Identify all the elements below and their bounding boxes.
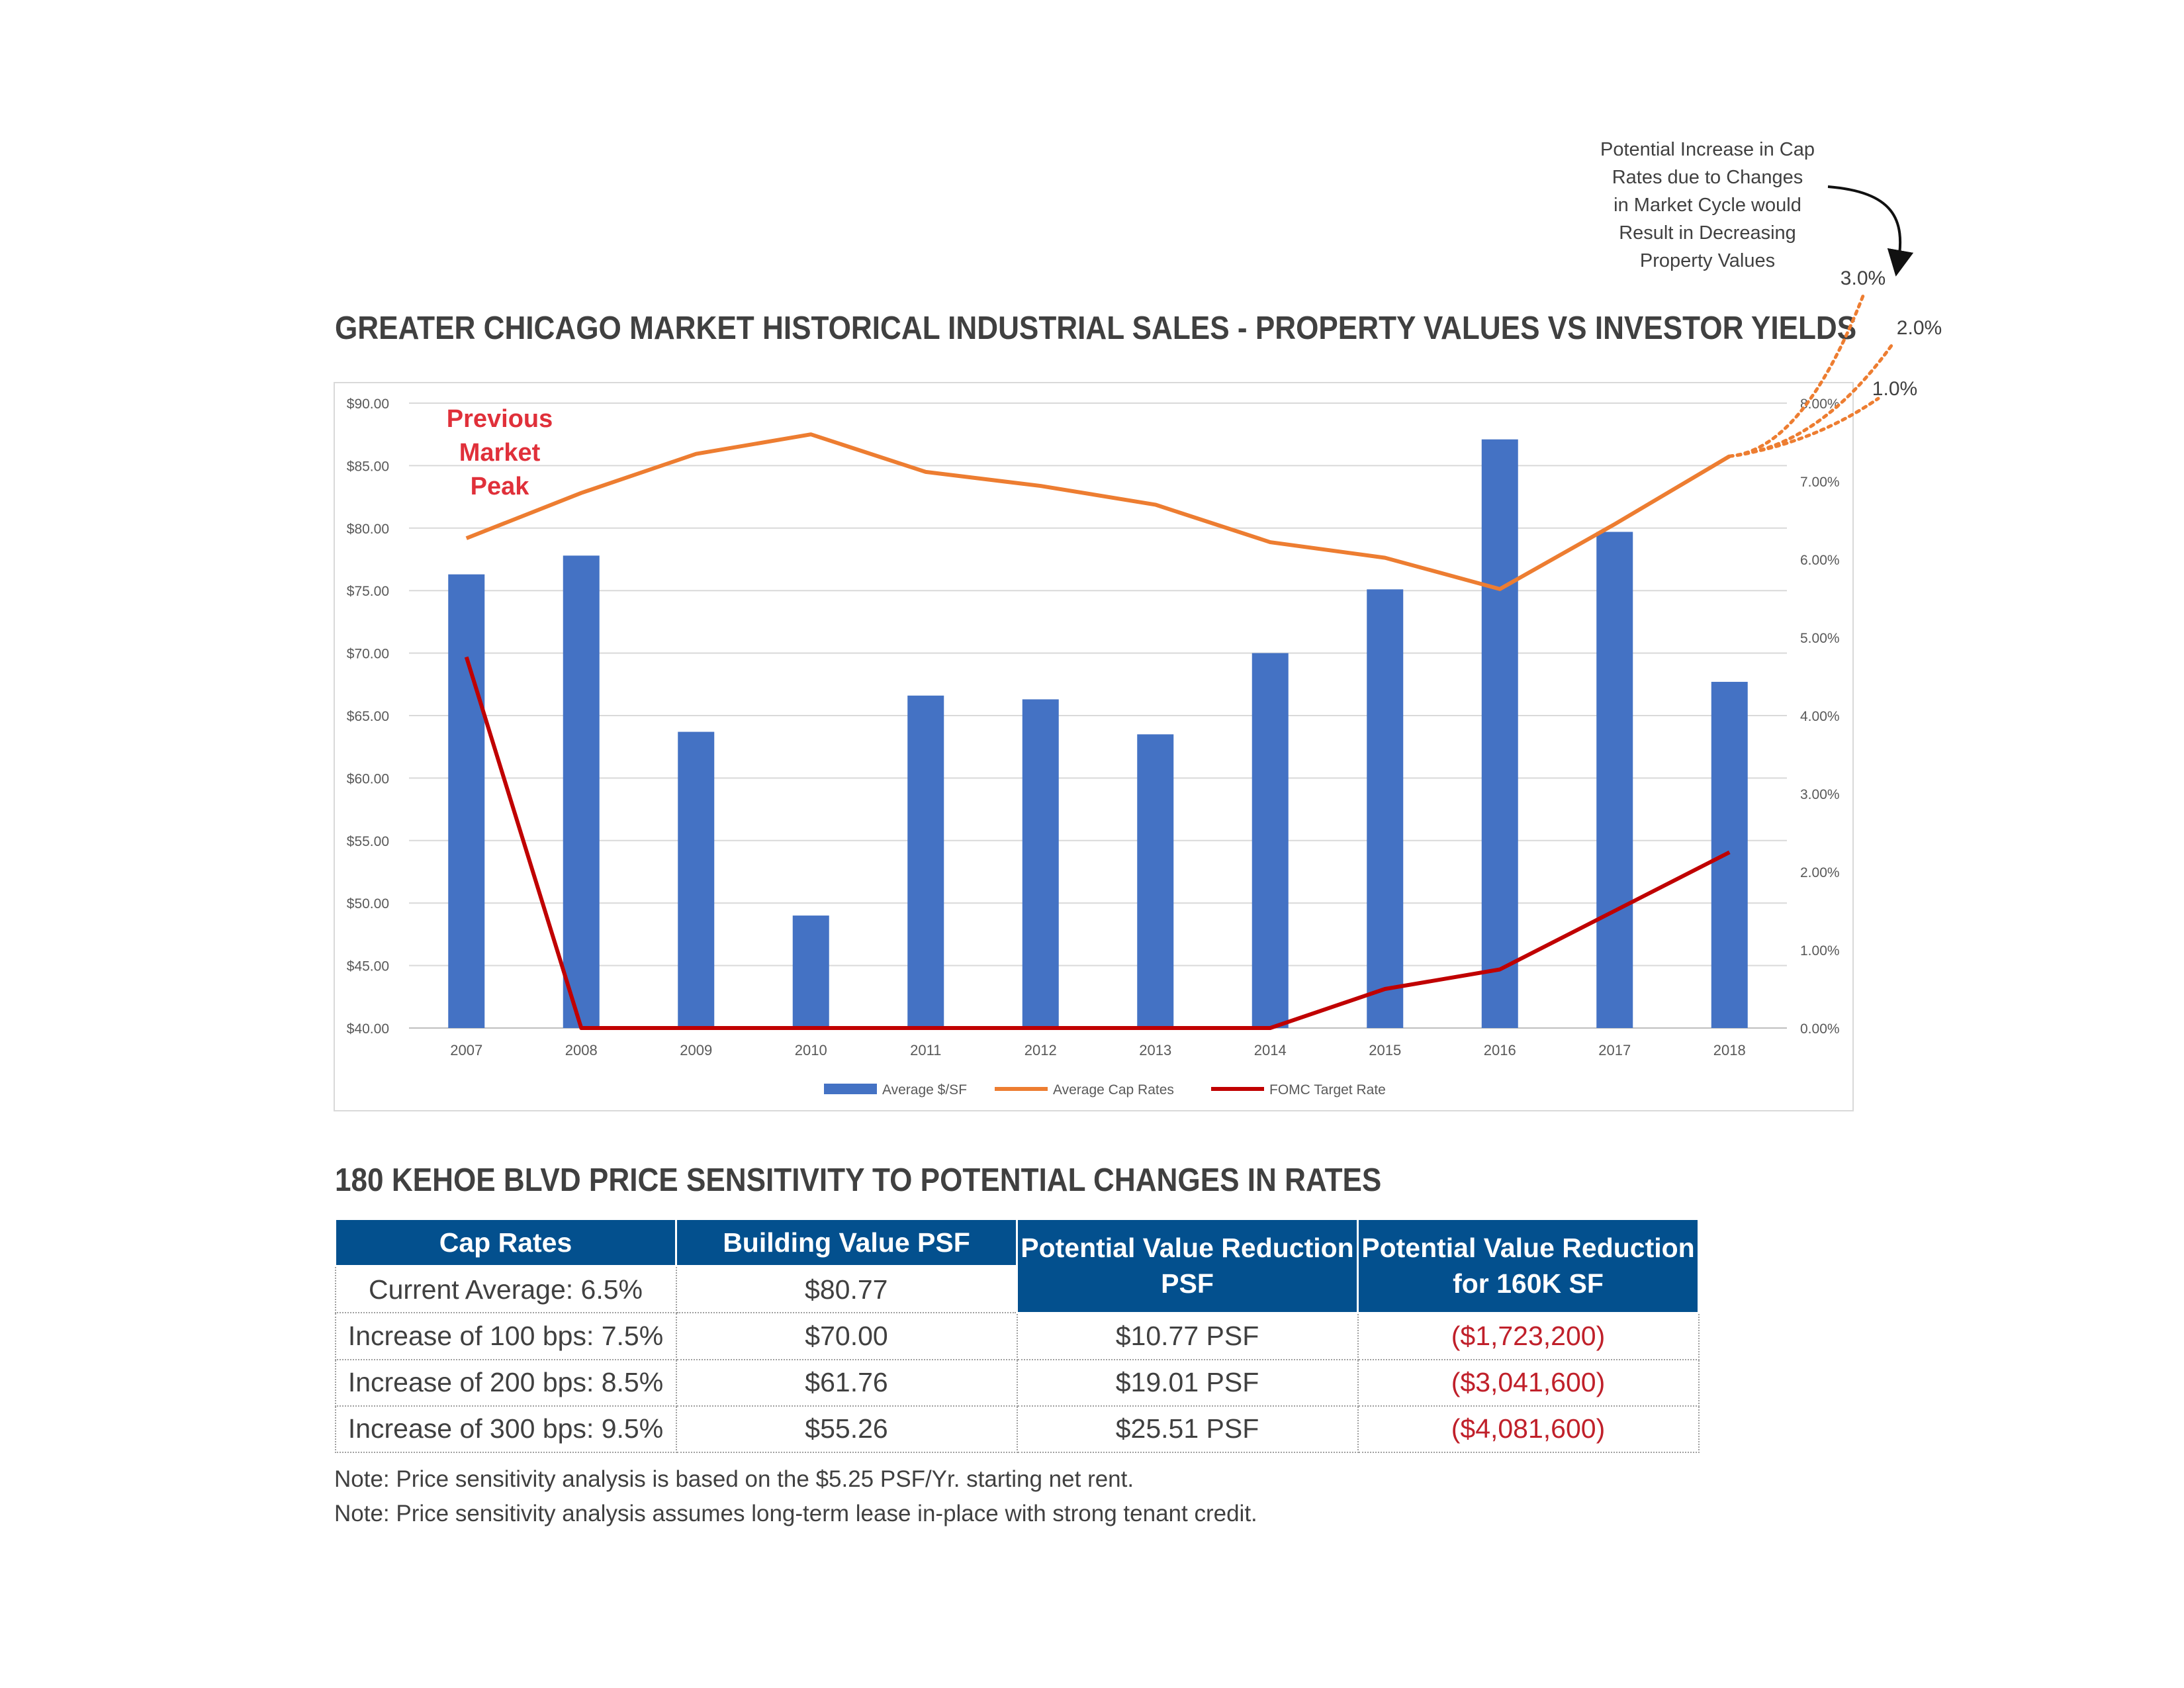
projection-curve — [1727, 397, 1880, 458]
right-tick-label: 2.00% — [1800, 865, 1840, 880]
x-tick-label: 2015 — [1369, 1042, 1401, 1058]
table-header-row: Cap Rates Building Value PSF Potential V… — [334, 1218, 1700, 1314]
reduction-total-cell: ($1,723,200) — [1357, 1312, 1700, 1360]
x-tick-label: 2011 — [910, 1042, 941, 1058]
value-cell: $61.76 — [675, 1358, 1018, 1407]
legend-swatch — [824, 1084, 877, 1094]
left-tick-label: $70.00 — [347, 647, 389, 662]
sensitivity-table: Cap Rates Building Value PSF Potential V… — [334, 1218, 1700, 1453]
reduction-psf-cell: $10.77 PSF — [1016, 1312, 1359, 1360]
x-tick-label: 2012 — [1024, 1042, 1057, 1058]
bar-average-psf — [1711, 682, 1748, 1028]
chart-title: GREATER CHICAGO MARKET HISTORICAL INDUST… — [335, 310, 1857, 346]
x-tick-label: 2014 — [1254, 1042, 1287, 1058]
header-reduction-total: Potential Value Reduction for 160K SF — [1357, 1218, 1700, 1314]
bar-average-psf — [1022, 699, 1059, 1028]
right-tick-label: 0.00% — [1800, 1021, 1840, 1037]
table-row: Current Average: 6.5% $80.77 — [334, 1265, 1699, 1313]
reduction-total-cell: ($3,041,600) — [1357, 1358, 1700, 1407]
value-cell: $55.26 — [675, 1405, 1018, 1453]
projection-label: 2.0% — [1897, 317, 1942, 339]
annotation-line: Rates due to Changes — [1612, 167, 1803, 188]
annotation-line: Potential Increase in Cap — [1600, 139, 1815, 160]
x-tick-label: 2017 — [1598, 1042, 1631, 1058]
bar-average-psf — [448, 574, 485, 1028]
left-tick-label: $45.00 — [347, 959, 389, 974]
x-tick-label: 2007 — [450, 1042, 482, 1058]
x-tick-label: 2010 — [795, 1042, 827, 1058]
line-average-cap-rates — [465, 432, 1731, 591]
cap-cell: Current Average: 6.5% — [334, 1265, 677, 1313]
cap-cell: Increase of 200 bps: 8.5% — [334, 1358, 677, 1407]
bar-average-psf — [678, 731, 715, 1028]
peak-label-line: Market — [459, 439, 541, 467]
table-row: Increase of 300 bps: 9.5% $55.26 $25.51 … — [334, 1405, 1700, 1453]
reduction-total-cell: ($4,081,600) — [1357, 1405, 1700, 1453]
right-tick-label: 1.00% — [1800, 943, 1840, 959]
cap-rate-annotation: Potential Increase in Cap Rates due to C… — [1569, 136, 1846, 275]
projection-label: 1.0% — [1872, 378, 1917, 400]
cap-cell: Increase of 100 bps: 7.5% — [334, 1312, 677, 1360]
annotation-line: Result in Decreasing — [1619, 222, 1796, 244]
left-tick-label: $55.00 — [347, 834, 389, 849]
legend-label: FOMC Target Rate — [1269, 1082, 1386, 1098]
cap-cell: Increase of 300 bps: 9.5% — [334, 1405, 677, 1453]
peak-label-line: Peak — [471, 473, 530, 500]
right-tick-label: 6.00% — [1800, 553, 1840, 568]
annotation-line: Property Values — [1639, 250, 1776, 271]
x-tick-label: 2008 — [565, 1042, 598, 1058]
x-tick-label: 2018 — [1713, 1042, 1746, 1058]
left-tick-label: $40.00 — [347, 1021, 389, 1037]
table-row: Increase of 200 bps: 8.5% $61.76 $19.01 … — [334, 1358, 1700, 1407]
right-tick-label: 4.00% — [1800, 709, 1840, 724]
bar-average-psf — [1481, 439, 1518, 1028]
peak-label-line: Previous — [447, 405, 553, 433]
bar-average-psf — [907, 695, 944, 1028]
x-tick-label: 2013 — [1139, 1042, 1171, 1058]
x-tick-label: 2009 — [680, 1042, 712, 1058]
right-tick-label: 7.00% — [1800, 475, 1840, 490]
left-tick-label: $75.00 — [347, 584, 389, 599]
value-cell: $70.00 — [675, 1312, 1018, 1360]
right-tick-label: 5.00% — [1800, 631, 1840, 646]
legend-label: Average $/SF — [882, 1082, 967, 1098]
reduction-psf-cell: $25.51 PSF — [1016, 1405, 1359, 1453]
legend-swatch — [1211, 1087, 1264, 1091]
right-tick-label: 3.00% — [1800, 787, 1840, 802]
bar-average-psf — [563, 555, 600, 1028]
projection-label: 3.0% — [1841, 267, 1886, 289]
right-tick-label: 8.00% — [1800, 397, 1840, 412]
left-tick-label: $90.00 — [347, 397, 389, 412]
left-tick-label: $50.00 — [347, 896, 389, 912]
note-lease: Note: Price sensitivity analysis assumes… — [334, 1501, 1257, 1526]
header-cap-rates: Cap Rates — [334, 1218, 677, 1267]
left-tick-label: $65.00 — [347, 709, 389, 724]
legend-swatch — [995, 1087, 1048, 1091]
reduction-psf-cell: $19.01 PSF — [1016, 1358, 1359, 1407]
note-rent: Note: Price sensitivity analysis is base… — [334, 1466, 1134, 1492]
bar-average-psf — [1596, 532, 1633, 1028]
left-tick-label: $80.00 — [347, 522, 389, 537]
chart-frame — [334, 382, 1854, 1111]
annotation-line: in Market Cycle would — [1614, 195, 1801, 216]
bar-average-psf — [1137, 734, 1174, 1028]
value-cell: $80.77 — [675, 1265, 1018, 1313]
left-tick-label: $85.00 — [347, 459, 389, 474]
header-reduction-psf: Potential Value Reduction PSF — [1016, 1218, 1359, 1314]
projection-curve — [1727, 294, 1865, 458]
table-title: 180 KEHOE BLVD PRICE SENSITIVITY TO POTE… — [335, 1162, 1382, 1198]
line-fomc-target-rate — [464, 656, 1731, 1030]
bar-average-psf — [792, 915, 829, 1028]
bar-average-psf — [1367, 589, 1404, 1028]
bar-average-psf — [1251, 653, 1289, 1028]
left-tick-label: $60.00 — [347, 771, 389, 786]
annotation-arrow — [1827, 185, 1914, 277]
table-row: Increase of 100 bps: 7.5% $70.00 $10.77 … — [334, 1312, 1700, 1360]
legend-label: Average Cap Rates — [1053, 1082, 1174, 1098]
header-building-value: Building Value PSF — [675, 1218, 1018, 1267]
x-tick-label: 2016 — [1484, 1042, 1516, 1058]
